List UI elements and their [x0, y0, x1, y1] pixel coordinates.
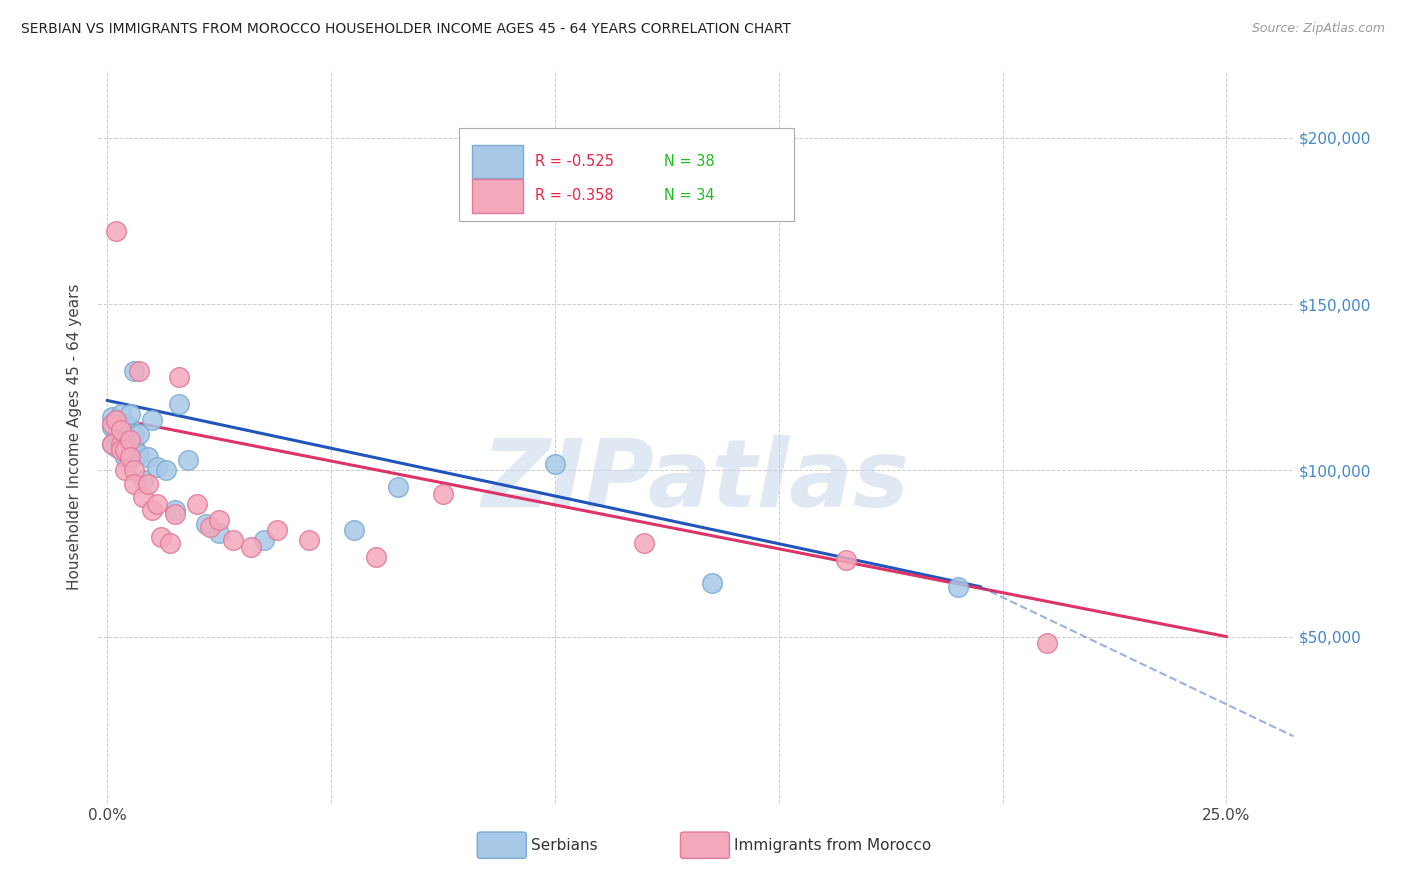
- Point: [700, 576, 723, 591]
- Point: [114, 434, 136, 448]
- Point: [122, 476, 145, 491]
- FancyBboxPatch shape: [477, 832, 526, 858]
- Point: [186, 497, 208, 511]
- Point: [128, 447, 150, 461]
- Point: [114, 443, 136, 458]
- Text: N = 34: N = 34: [664, 188, 714, 203]
- Point: [118, 420, 141, 434]
- Point: [110, 443, 132, 458]
- Point: [141, 413, 163, 427]
- Point: [387, 480, 409, 494]
- Point: [298, 533, 321, 548]
- Point: [105, 224, 128, 238]
- Point: [110, 407, 132, 421]
- FancyBboxPatch shape: [681, 832, 730, 858]
- Point: [132, 490, 155, 504]
- Point: [177, 453, 200, 467]
- Point: [101, 410, 124, 425]
- Point: [101, 436, 124, 450]
- Text: SERBIAN VS IMMIGRANTS FROM MOROCCO HOUSEHOLDER INCOME AGES 45 - 64 YEARS CORRELA: SERBIAN VS IMMIGRANTS FROM MOROCCO HOUSE…: [21, 22, 792, 37]
- Point: [110, 436, 132, 450]
- Point: [633, 536, 655, 550]
- Point: [118, 434, 141, 448]
- Point: [101, 436, 124, 450]
- FancyBboxPatch shape: [472, 179, 523, 212]
- Point: [432, 486, 454, 500]
- Text: R = -0.358: R = -0.358: [534, 188, 613, 203]
- Point: [136, 450, 159, 464]
- Point: [544, 457, 567, 471]
- Point: [1036, 636, 1059, 650]
- Point: [253, 533, 276, 548]
- Point: [122, 426, 145, 441]
- Point: [194, 516, 217, 531]
- Point: [114, 450, 136, 464]
- Point: [145, 460, 167, 475]
- Point: [342, 523, 364, 537]
- Text: Source: ZipAtlas.com: Source: ZipAtlas.com: [1251, 22, 1385, 36]
- Point: [101, 420, 124, 434]
- Y-axis label: Householder Income Ages 45 - 64 years: Householder Income Ages 45 - 64 years: [67, 284, 83, 591]
- Point: [141, 503, 163, 517]
- Point: [128, 363, 150, 377]
- Point: [122, 440, 145, 454]
- Point: [110, 443, 132, 458]
- Point: [155, 463, 177, 477]
- Point: [150, 530, 173, 544]
- Text: Immigrants from Morocco: Immigrants from Morocco: [734, 838, 931, 853]
- Point: [163, 507, 186, 521]
- Point: [835, 553, 858, 567]
- Point: [364, 549, 387, 564]
- Text: ZIPatlas: ZIPatlas: [482, 435, 910, 527]
- FancyBboxPatch shape: [460, 128, 794, 221]
- Point: [110, 424, 132, 438]
- Point: [114, 417, 136, 431]
- Point: [118, 436, 141, 450]
- Point: [122, 363, 145, 377]
- FancyBboxPatch shape: [472, 145, 523, 178]
- Point: [114, 463, 136, 477]
- Point: [110, 424, 132, 438]
- Point: [167, 370, 190, 384]
- Point: [122, 463, 145, 477]
- Text: N = 38: N = 38: [664, 153, 714, 169]
- Point: [136, 476, 159, 491]
- Point: [132, 473, 155, 487]
- Point: [118, 450, 141, 464]
- Point: [200, 520, 222, 534]
- Point: [101, 417, 124, 431]
- Point: [167, 397, 190, 411]
- Point: [208, 513, 231, 527]
- Point: [128, 426, 150, 441]
- Point: [159, 536, 181, 550]
- Point: [118, 407, 141, 421]
- Point: [105, 440, 128, 454]
- Point: [239, 540, 262, 554]
- Point: [266, 523, 288, 537]
- Point: [110, 436, 132, 450]
- Text: R = -0.525: R = -0.525: [534, 153, 613, 169]
- Point: [946, 580, 969, 594]
- Point: [118, 453, 141, 467]
- Point: [163, 503, 186, 517]
- Point: [105, 417, 128, 431]
- Point: [145, 497, 167, 511]
- Point: [105, 413, 128, 427]
- Text: Serbians: Serbians: [531, 838, 598, 853]
- Point: [222, 533, 245, 548]
- Point: [208, 526, 231, 541]
- Point: [105, 430, 128, 444]
